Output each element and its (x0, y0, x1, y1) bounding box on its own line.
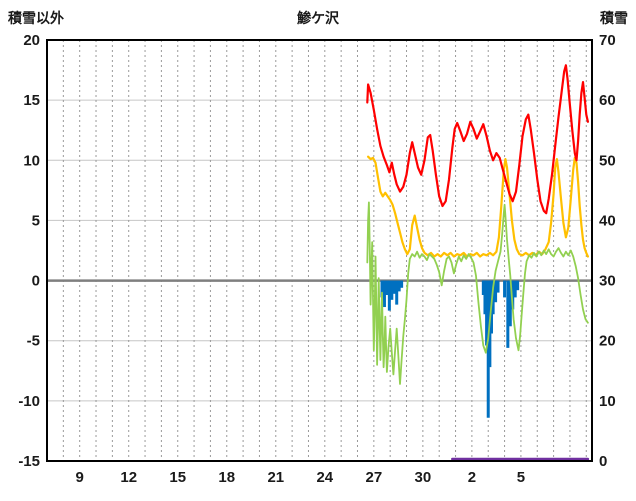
x-tick-label: 12 (120, 469, 137, 486)
x-tick-label: 18 (218, 469, 235, 486)
right-tick-label: 20 (599, 333, 616, 350)
left-tick-label: 5 (32, 212, 40, 229)
right-tick-label: 40 (599, 212, 616, 229)
left-tick-label: -10 (18, 393, 40, 410)
series-green-line (366, 201, 589, 385)
left-tick-label: 10 (23, 152, 40, 169)
x-tick-label: 21 (267, 469, 284, 486)
left-axis-title: 積雪以外 (8, 10, 64, 26)
left-tick-label: 20 (23, 32, 40, 49)
series-orange-line (367, 155, 590, 258)
x-tick-label: 5 (517, 469, 525, 486)
x-tick-label: 24 (316, 469, 333, 486)
x-tick-label: 27 (365, 469, 382, 486)
left-tick-label: -5 (27, 333, 40, 350)
x-tick-label: 15 (169, 469, 186, 486)
x-tick-label: 2 (468, 469, 476, 486)
series-red-line (366, 64, 590, 215)
plot-border (46, 39, 593, 462)
left-tick-label: -15 (18, 453, 40, 470)
left-tick-label: 0 (32, 273, 40, 290)
right-tick-label: 10 (599, 393, 616, 410)
right-tick-label: 50 (599, 152, 616, 169)
right-axis-title: 積雪 (600, 10, 628, 26)
x-tick-label: 30 (415, 469, 432, 486)
right-tick-label: 70 (599, 32, 616, 49)
right-tick-label: 30 (599, 273, 616, 290)
right-tick-label: 60 (599, 92, 616, 109)
right-tick-label: 0 (599, 453, 607, 470)
chart-title: 鯵ケ沢 (297, 10, 339, 26)
left-tick-label: 15 (23, 92, 40, 109)
x-tick-label: 9 (76, 469, 84, 486)
